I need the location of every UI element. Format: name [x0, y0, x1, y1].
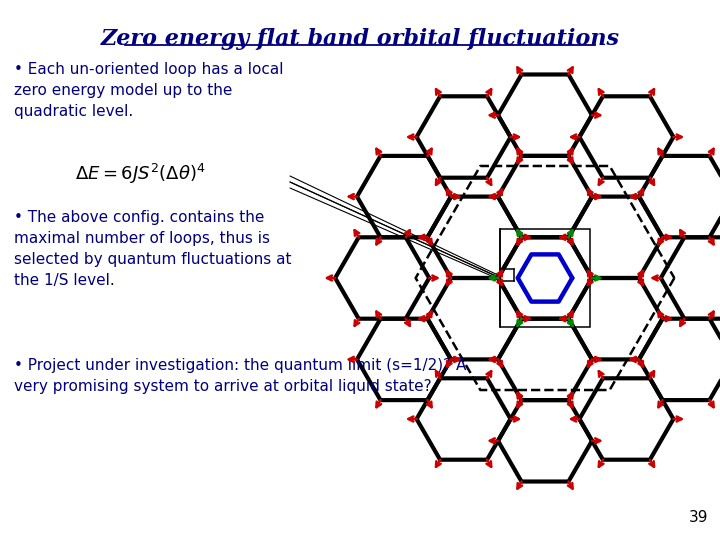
Text: $\Delta E = 6JS^{2}(\Delta\theta)^{4}$: $\Delta E = 6JS^{2}(\Delta\theta)^{4}$ [75, 162, 205, 186]
Bar [500, 228, 590, 327]
Text: • Each un-oriented loop has a local
zero energy model up to the
quadratic level.: • Each un-oriented loop has a local zero… [14, 62, 284, 119]
Text: 39: 39 [688, 510, 708, 525]
Text: • Project under investigation: the quantum limit (s=1/2)? A
very promising syste: • Project under investigation: the quant… [14, 358, 467, 394]
Text: Zero energy flat band orbital fluctuations: Zero energy flat band orbital fluctuatio… [101, 28, 619, 50]
Text: • The above config. contains the
maximal number of loops, thus is
selected by qu: • The above config. contains the maximal… [14, 210, 292, 288]
